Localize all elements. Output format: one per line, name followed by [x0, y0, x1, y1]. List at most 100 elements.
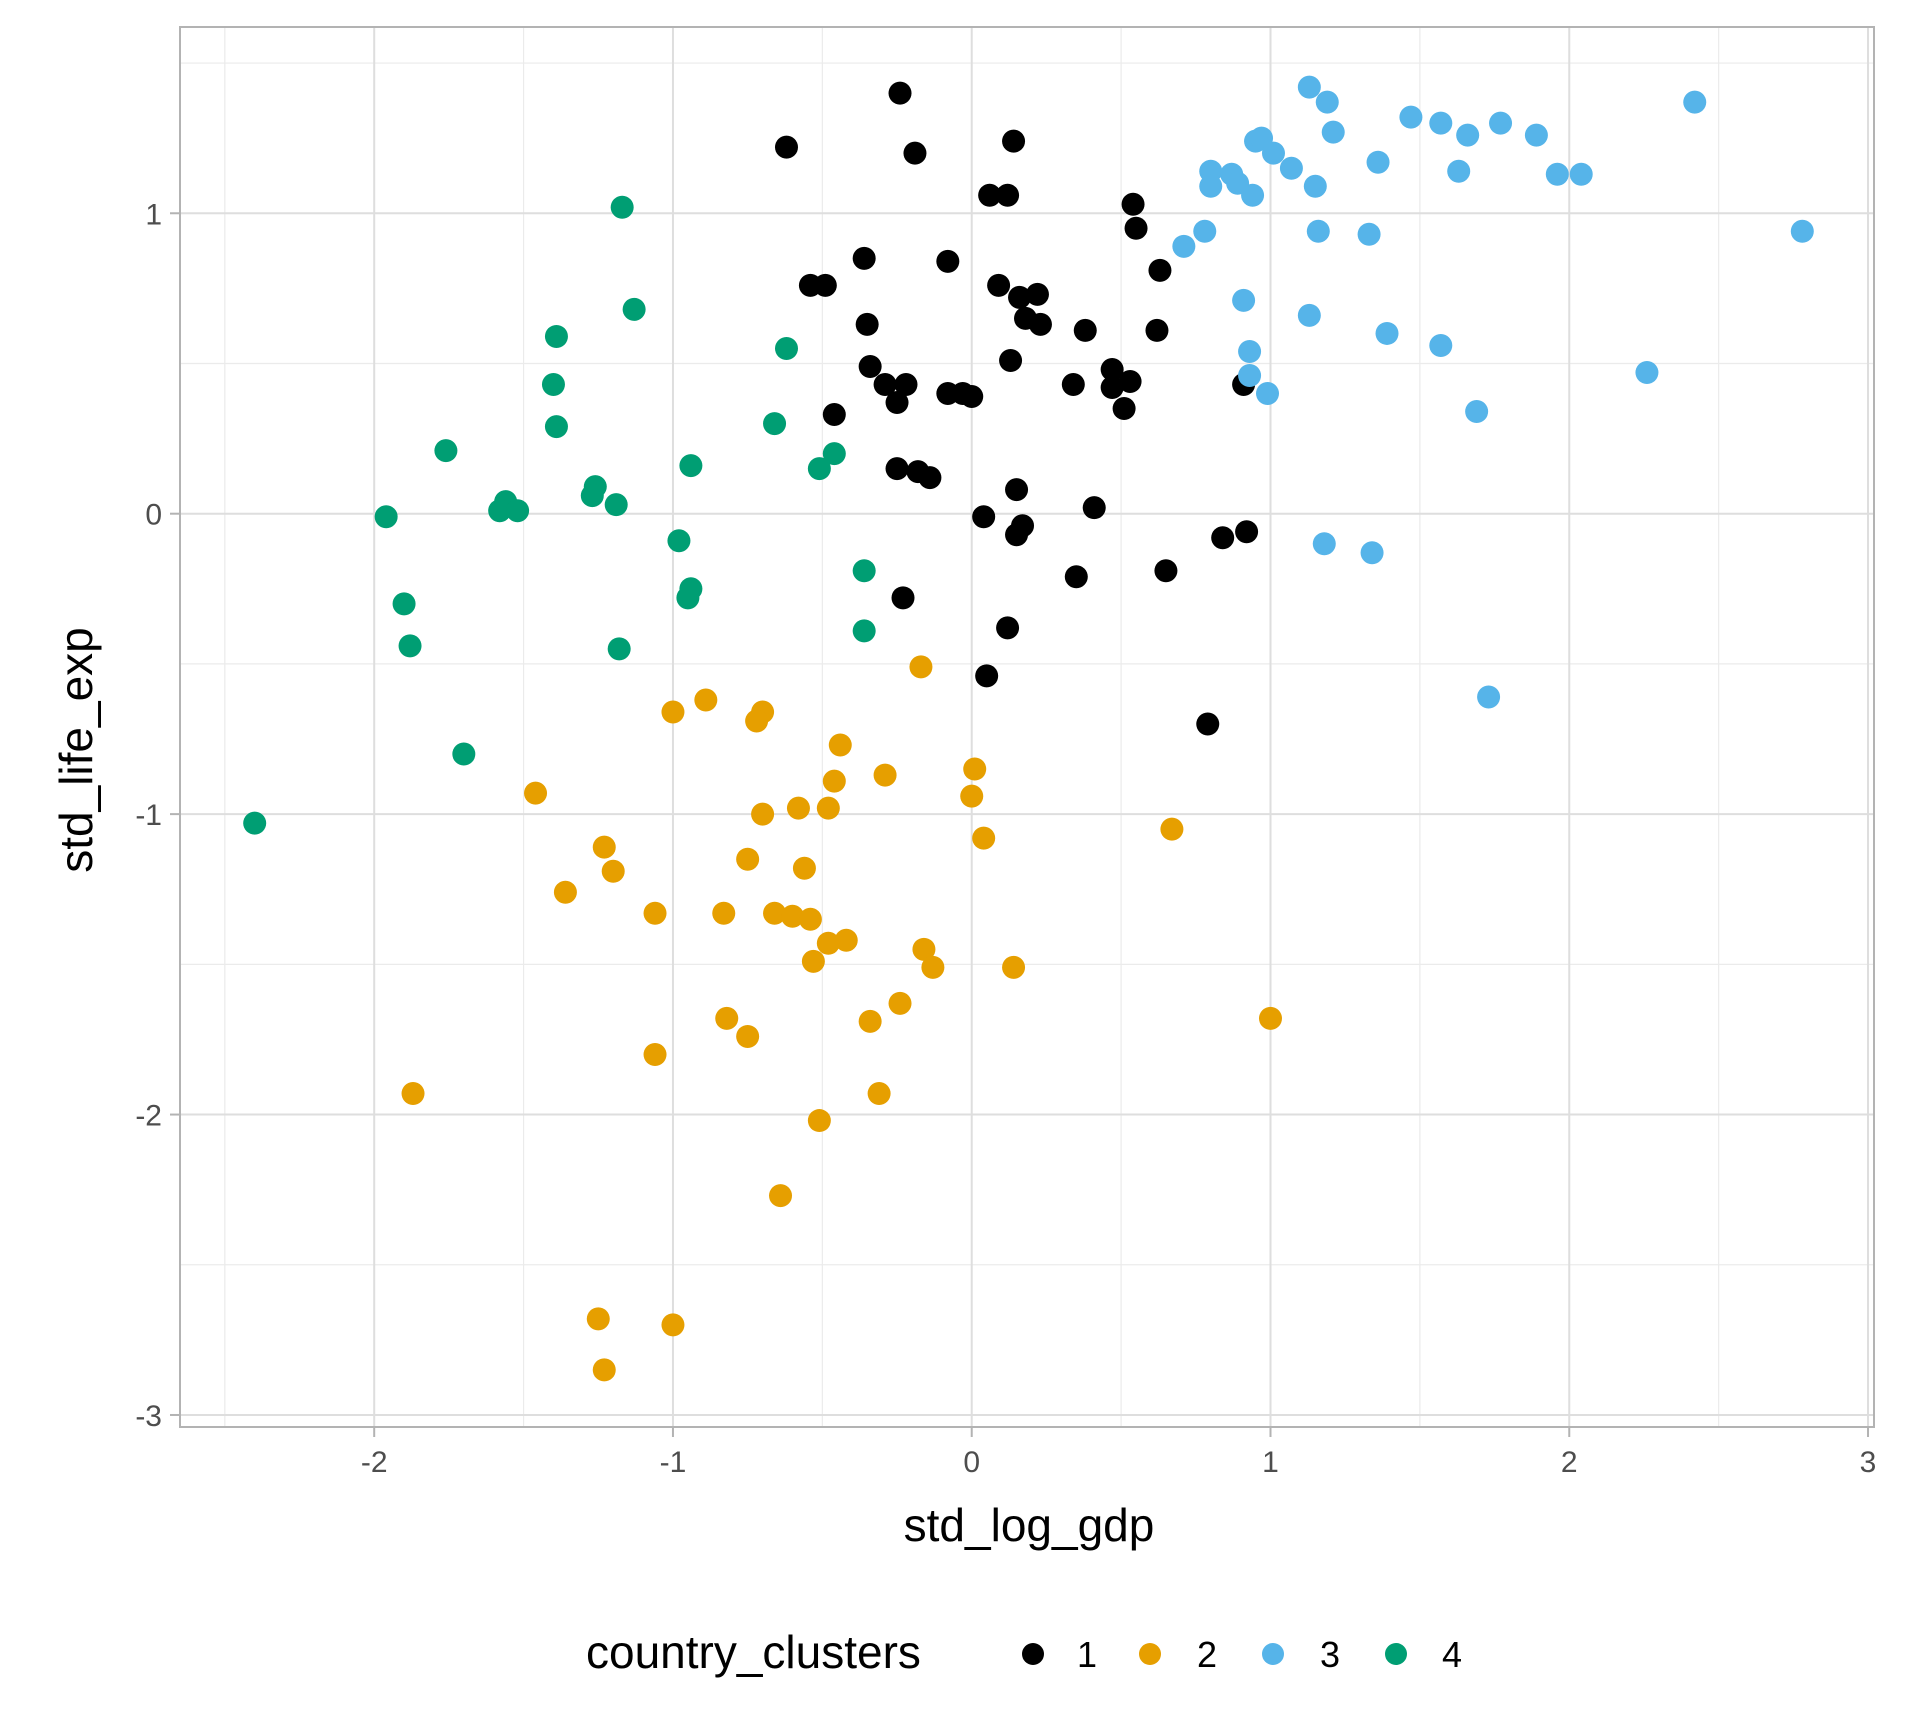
- data-point: [921, 955, 945, 979]
- data-point: [807, 1109, 831, 1133]
- data-point: [1683, 90, 1707, 114]
- data-point: [858, 1009, 882, 1033]
- data-point: [1321, 120, 1345, 144]
- data-point: [996, 183, 1020, 207]
- data-point: [1145, 318, 1169, 342]
- data-point: [1258, 1006, 1282, 1030]
- data-point: [398, 634, 422, 658]
- data-point: [745, 709, 769, 733]
- data-point: [604, 493, 628, 517]
- x-tick-labels: -2 -1 0 1 2 3: [361, 1446, 1877, 1479]
- data-point: [1112, 397, 1136, 421]
- x-tick-label: -1: [660, 1446, 687, 1479]
- legend-title: country_clusters: [586, 1626, 921, 1678]
- data-point: [987, 273, 1011, 297]
- data-point: [822, 769, 846, 793]
- data-point: [601, 859, 625, 883]
- data-point: [736, 1024, 760, 1048]
- data-point: [694, 688, 718, 712]
- data-point: [936, 249, 960, 273]
- data-point: [1002, 955, 1026, 979]
- data-point: [894, 373, 918, 397]
- data-point: [592, 1358, 616, 1382]
- data-point: [807, 457, 831, 481]
- data-point: [1429, 111, 1453, 135]
- data-point: [452, 742, 476, 766]
- data-point: [488, 499, 512, 523]
- data-point: [888, 991, 912, 1015]
- data-point: [1211, 526, 1235, 550]
- data-point: [676, 586, 700, 610]
- data-point: [763, 412, 787, 436]
- data-point: [801, 949, 825, 973]
- data-point: [888, 81, 912, 105]
- data-point: [1477, 685, 1501, 709]
- y-tick-label: -1: [135, 799, 162, 832]
- data-point: [544, 324, 568, 348]
- data-point: [1524, 123, 1548, 147]
- data-point: [1489, 111, 1513, 135]
- data-point: [1148, 258, 1172, 282]
- data-point: [780, 904, 804, 928]
- data-point: [1100, 376, 1124, 400]
- data-point: [1261, 141, 1285, 165]
- data-point: [852, 559, 876, 583]
- data-point: [763, 901, 787, 925]
- data-point: [792, 856, 816, 880]
- data-point: [586, 1307, 610, 1331]
- data-point: [828, 733, 852, 757]
- legend-key-2: [1139, 1643, 1161, 1665]
- y-tick-label: 1: [145, 198, 162, 231]
- data-point: [891, 586, 915, 610]
- legend-key-3: [1262, 1643, 1284, 1665]
- data-point: [434, 439, 458, 463]
- data-point: [822, 403, 846, 427]
- y-tick-labels: -3 -2 -1 0 1: [135, 198, 162, 1433]
- major-gridlines: [180, 27, 1874, 1427]
- data-point: [999, 348, 1023, 372]
- axis-ticks: [170, 212, 1870, 1437]
- data-point: [1154, 559, 1178, 583]
- data-point: [1279, 156, 1303, 180]
- data-point: [774, 336, 798, 360]
- data-point: [769, 1184, 793, 1208]
- data-point: [909, 655, 933, 679]
- data-point: [912, 937, 936, 961]
- panel-border: [179, 26, 1875, 1428]
- data-point: [1375, 321, 1399, 345]
- data-point: [610, 195, 634, 219]
- data-point: [1005, 523, 1029, 547]
- data-point: [667, 529, 691, 553]
- legend-key-1: [1022, 1643, 1044, 1665]
- data-point: [1238, 363, 1262, 387]
- data-point: [1025, 282, 1049, 306]
- x-tick-label: 2: [1561, 1446, 1578, 1479]
- x-tick-label: -2: [361, 1446, 388, 1479]
- data-point: [903, 141, 927, 165]
- data-point: [834, 928, 858, 952]
- series-cluster-4: [243, 195, 876, 835]
- data-point: [622, 297, 646, 321]
- legend: country_clusters 1 2 3 4: [586, 1626, 1462, 1678]
- data-point: [1315, 90, 1339, 114]
- data-point: [918, 466, 942, 490]
- minor-gridlines: [180, 27, 1874, 1427]
- data-point: [1456, 123, 1480, 147]
- data-point: [1366, 150, 1390, 174]
- data-point: [580, 484, 604, 508]
- data-point: [1160, 817, 1184, 841]
- data-point: [978, 183, 1002, 207]
- data-point: [963, 757, 987, 781]
- series-cluster-3: [1172, 75, 1814, 709]
- data-point: [374, 505, 398, 529]
- data-point: [607, 637, 631, 661]
- data-point: [736, 847, 760, 871]
- series-cluster-1: [774, 81, 1259, 736]
- data-point: [1121, 192, 1145, 216]
- legend-label-1: 1: [1077, 1634, 1097, 1675]
- data-point: [1082, 496, 1106, 520]
- data-point: [972, 826, 996, 850]
- data-point: [1238, 339, 1262, 363]
- data-point: [1545, 162, 1569, 186]
- data-point: [1064, 565, 1088, 589]
